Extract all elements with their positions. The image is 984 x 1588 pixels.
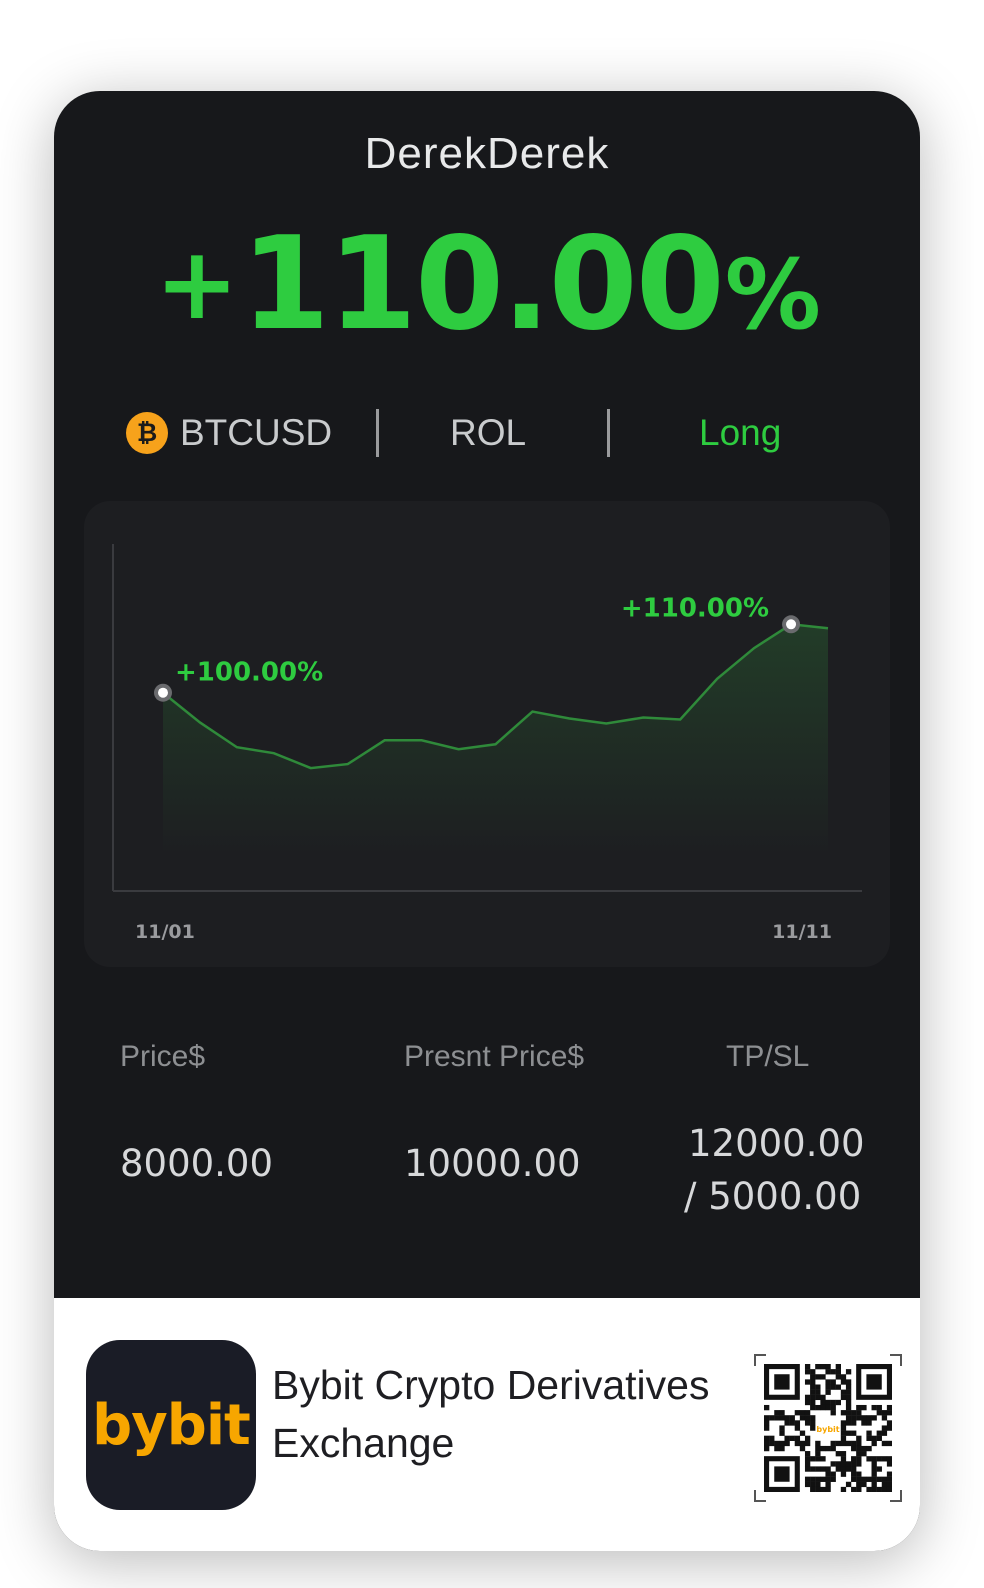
roi-sign: + (155, 225, 239, 342)
footer-title: Bybit Crypto Derivatives Exchange (272, 1356, 752, 1472)
footer-title-line-1: Bybit Crypto Derivatives (272, 1362, 710, 1408)
trade-info-row: ₿ BTCUSD ROL Long (54, 407, 920, 459)
pnl-chart: +100.00% +110.00% 11/01 11/11 (84, 501, 890, 967)
end-marker (786, 619, 797, 630)
divider (376, 409, 379, 457)
tp-sl-label: TP/SL (726, 1040, 810, 1073)
bybit-logo: bybit (86, 1340, 256, 1510)
price-label: Price$ (120, 1040, 206, 1073)
start-value-label: +100.00% (175, 658, 323, 688)
username: DerekDerek (364, 129, 610, 178)
take-profit-value: 12000.00 (688, 1122, 865, 1165)
divider (607, 409, 610, 457)
entry-price-value: 8000.00 (120, 1142, 274, 1185)
series-line (162, 623, 829, 770)
share-card: DerekDerek +110.00% ₿ BTCUSD ROL Long (54, 91, 920, 1551)
footer: bybit Bybit Crypto Derivatives Exchange … (54, 1298, 920, 1551)
direction-cell: Long (699, 407, 781, 459)
pair-cell: ₿ BTCUSD (126, 407, 332, 459)
pair-symbol: BTCUSD (180, 412, 333, 453)
pnl-chart-svg: +100.00% +110.00% 11/01 11/11 (112, 544, 862, 943)
mode-cell: ROL (450, 407, 526, 459)
present-price-label: Presnt Price$ (404, 1040, 585, 1073)
trade-direction: Long (699, 412, 782, 453)
qr-pattern: bybit (764, 1364, 892, 1492)
x-tick-label-start: 11/01 (135, 921, 195, 943)
x-tick-label-end: 11/11 (772, 921, 832, 943)
qr-center-logo: bybit (816, 1425, 839, 1434)
roi-number: 110.00 (240, 210, 725, 359)
roi-percent-sign: % (724, 239, 821, 351)
footer-title-line-2: Exchange (272, 1420, 455, 1466)
trade-mode: ROL (450, 412, 527, 453)
stop-loss-value: / 5000.00 (684, 1175, 862, 1218)
start-marker (158, 687, 168, 698)
end-value-label: +110.00% (621, 593, 769, 623)
bitcoin-icon: ₿ (126, 412, 168, 454)
roi-percentage: +110.00% (54, 209, 920, 370)
series-area (163, 624, 828, 856)
qr-code-icon[interactable]: bybit (754, 1354, 902, 1502)
present-price-value: 10000.00 (404, 1142, 581, 1185)
